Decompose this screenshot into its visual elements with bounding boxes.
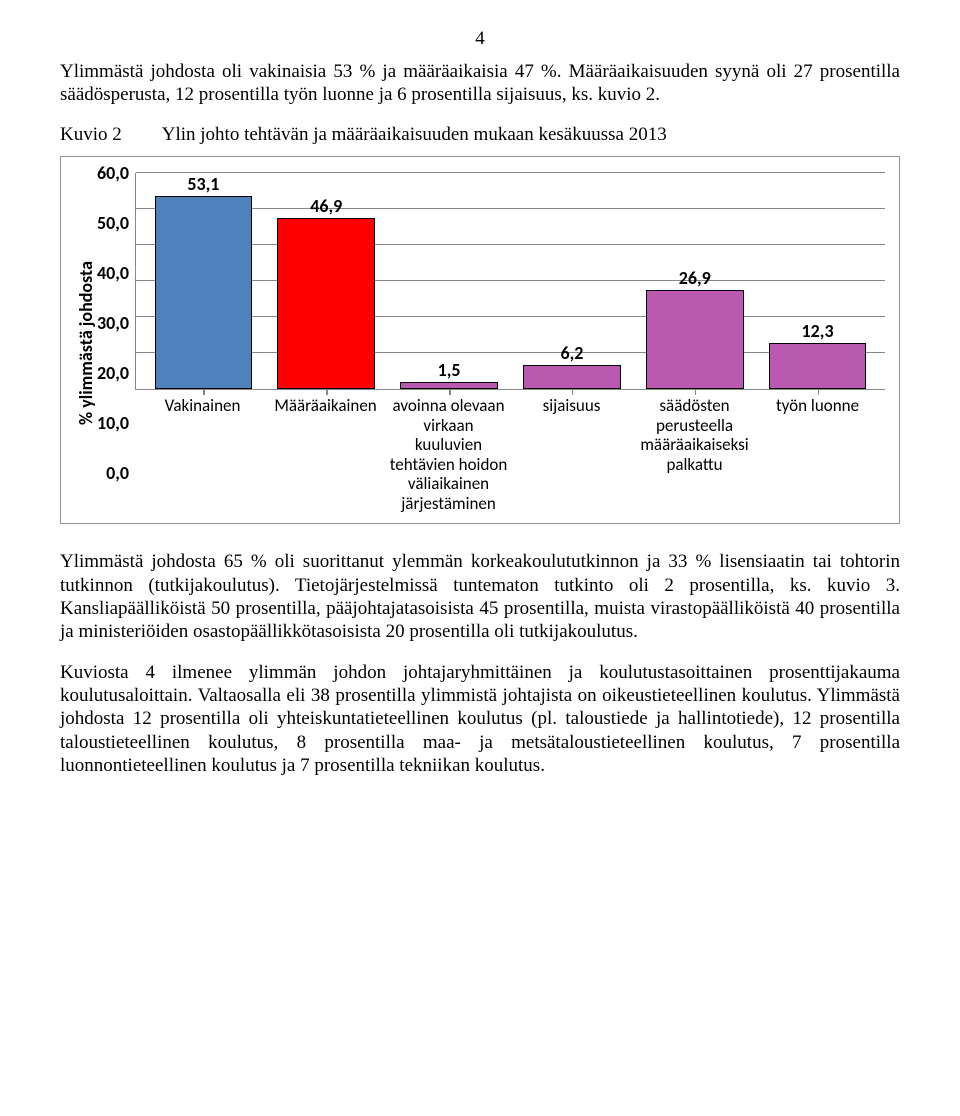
x-axis-labels: VakinainenMääräaikainenavoinna olevaan v… <box>135 390 885 513</box>
bar-slot: 1,5 <box>388 173 511 389</box>
y-axis-ticks: 60,050,040,030,020,010,00,0 <box>97 173 135 473</box>
caption-label: Kuvio 2 <box>60 124 122 146</box>
x-tickmark <box>572 389 574 395</box>
x-axis-label: avoinna olevaan virkaan kuuluvien tehtäv… <box>387 396 510 513</box>
bar: 53,1 <box>155 196 253 389</box>
bar-value-label: 53,1 <box>187 173 219 195</box>
bar-slot: 6,2 <box>511 173 634 389</box>
plot-area: 53,146,91,56,226,912,3 <box>135 173 885 390</box>
bar-value-label: 6,2 <box>560 342 583 364</box>
bar-chart: % ylimmästä johdosta 60,050,040,030,020,… <box>71 173 885 513</box>
chart-frame: % ylimmästä johdosta 60,050,040,030,020,… <box>60 156 900 524</box>
page: 4 Ylimmästä johdosta oli vakinaisia 53 %… <box>0 0 960 1116</box>
x-tickmark <box>326 389 328 395</box>
bar-value-label: 46,9 <box>310 195 342 217</box>
x-tickmark <box>203 389 205 395</box>
bar: 26,9 <box>646 290 744 389</box>
x-axis-label: sijaisuus <box>510 396 633 513</box>
x-axis-label: työn luonne <box>756 396 879 513</box>
figure-caption: Kuvio 2 Ylin johto tehtävän ja määräaika… <box>60 124 900 146</box>
paragraph-3: Kuviosta 4 ilmenee ylimmän johdon johtaj… <box>60 661 900 777</box>
bar-slot: 26,9 <box>633 173 756 389</box>
bar: 6,2 <box>523 365 621 389</box>
x-axis-label: säädösten perusteella määräaikaiseksi pa… <box>633 396 756 513</box>
bar-value-label: 26,9 <box>679 267 711 289</box>
page-number: 4 <box>60 28 900 50</box>
y-axis-label: % ylimmästä johdosta <box>71 261 97 425</box>
paragraph-1: Ylimmästä johdosta oli vakinaisia 53 % j… <box>60 60 900 106</box>
bar-slot: 12,3 <box>756 173 879 389</box>
caption-text: Ylin johto tehtävän ja määräaikaisuuden … <box>162 124 900 146</box>
bar: 46,9 <box>277 218 375 389</box>
x-tickmark <box>695 389 697 395</box>
bar-value-label: 12,3 <box>802 320 834 342</box>
bar: 1,5 <box>400 382 498 389</box>
plot-wrap: 53,146,91,56,226,912,3 VakinainenMääräai… <box>135 173 885 513</box>
paragraph-2: Ylimmästä johdosta 65 % oli suorittanut … <box>60 550 900 643</box>
bar-slot: 46,9 <box>265 173 388 389</box>
bar: 12,3 <box>769 343 867 389</box>
x-axis-label: Vakinainen <box>141 396 264 513</box>
x-tickmark <box>818 389 820 395</box>
x-axis-label: Määräaikainen <box>264 396 387 513</box>
x-tickmark <box>449 389 451 395</box>
bar-value-label: 1,5 <box>438 359 461 381</box>
bar-slot: 53,1 <box>142 173 265 389</box>
